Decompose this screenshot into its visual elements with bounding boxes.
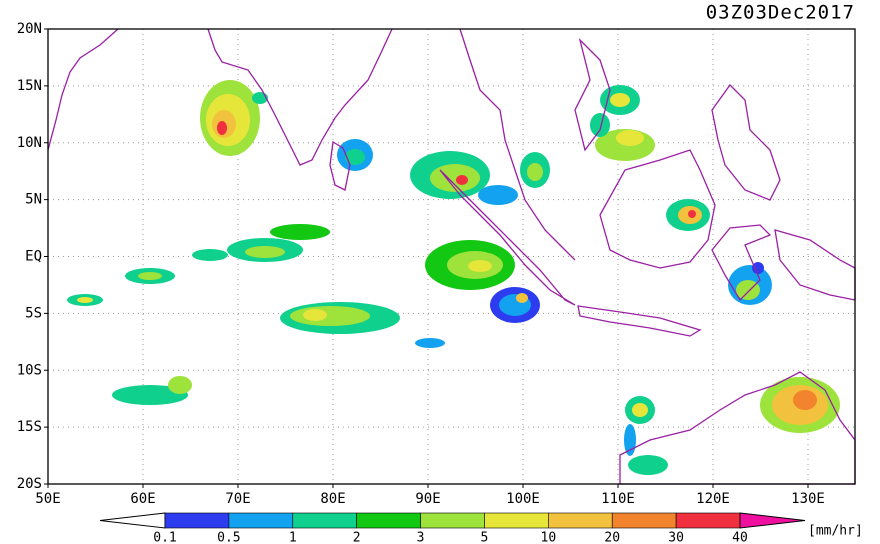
lon-label: 70E	[225, 491, 250, 507]
colorbar-box	[292, 512, 357, 529]
lat-label: EQ	[25, 249, 42, 265]
lon-label: 90E	[415, 491, 440, 507]
colorbar-box	[228, 512, 294, 529]
colorbar-box	[420, 512, 485, 529]
lat-label: 15N	[17, 78, 42, 94]
colorbar-box	[484, 512, 549, 529]
lat-label: 20S	[17, 476, 42, 492]
lat-label: 10N	[17, 135, 42, 151]
lat-label: 15S	[17, 419, 42, 435]
colorbar-label: 2	[353, 531, 361, 544]
colorbar-box	[675, 512, 741, 529]
lon-label: 110E	[601, 491, 635, 507]
colorbar-label: 5	[481, 531, 489, 544]
lat-label: 20N	[17, 21, 42, 37]
colorbar-label: 1	[289, 531, 297, 544]
colorbar-box	[611, 512, 677, 529]
rain	[67, 80, 840, 475]
colorbar-unit: [mm/hr]	[808, 524, 863, 539]
map-title: 03Z03Dec2017	[706, 2, 855, 24]
colorbar-label: 0.1	[153, 531, 176, 544]
colorbar-label: 40	[732, 531, 748, 544]
colorbar: 0.1 0.5 1 2 3 5 10 20 30 40 [mm/hr]	[99, 512, 863, 544]
colorbar-label: 20	[604, 531, 620, 544]
lon-label: 50E	[35, 491, 60, 507]
lon-label: 120E	[696, 491, 730, 507]
lon-label: 80E	[320, 491, 345, 507]
colorbar-arrow	[739, 512, 806, 529]
colorbar-label: 30	[668, 531, 684, 544]
colorbar-label: 3	[417, 531, 425, 544]
colorbar-arrow	[99, 512, 166, 529]
colorbar-box	[548, 512, 613, 529]
lon-label: 100E	[506, 491, 540, 507]
colorbar-box	[164, 512, 230, 529]
colorbar-label: 10	[541, 531, 557, 544]
lat-label: 5N	[25, 192, 42, 208]
lon-label: 60E	[130, 491, 155, 507]
lon-label: 130E	[791, 491, 825, 507]
lat-label: 10S	[17, 362, 42, 378]
lat-label: 5S	[25, 305, 42, 321]
colorbar-box	[356, 512, 421, 529]
colorbar-label: 0.5	[217, 531, 240, 544]
